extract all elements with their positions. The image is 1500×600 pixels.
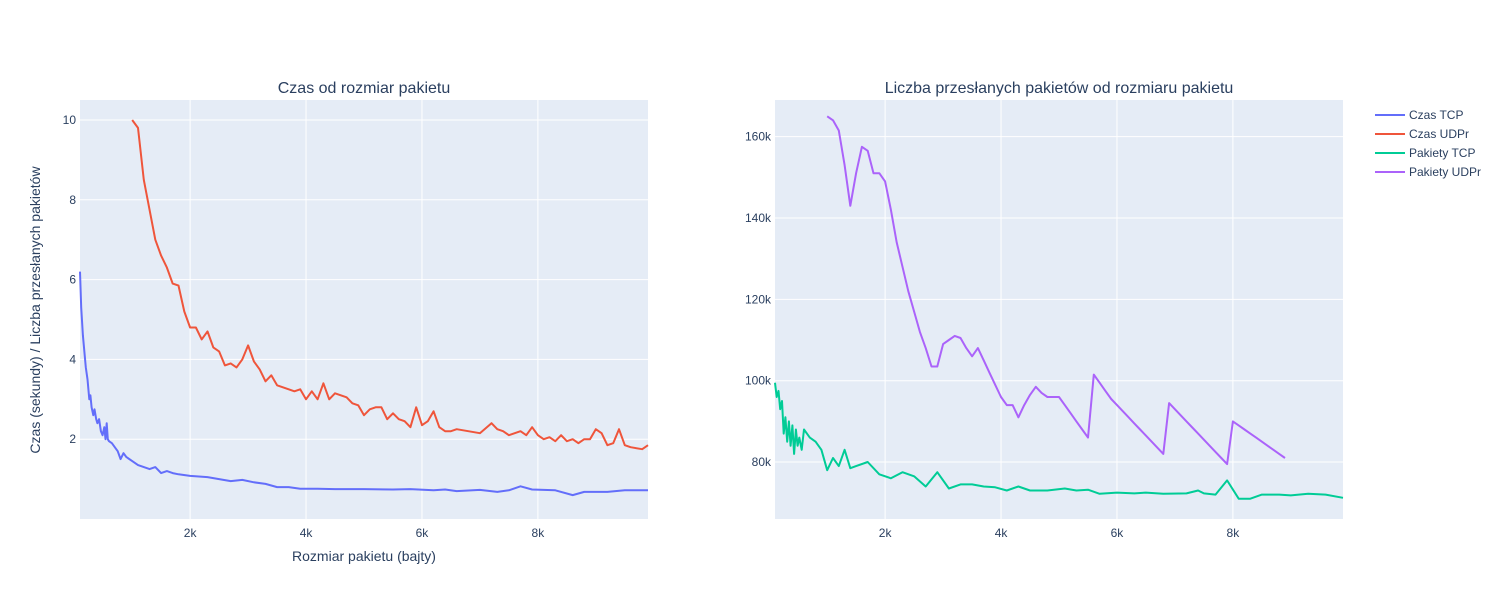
- series-left: [79, 119, 649, 497]
- gridlines-right: [775, 100, 1343, 519]
- series-line-pakiety-tcp[interactable]: [774, 382, 1344, 500]
- y-tick-label: 2: [69, 432, 76, 446]
- x-tick-label: 6k: [1111, 526, 1125, 540]
- x-tick-label: 4k: [300, 526, 314, 540]
- legend-label: Pakiety UDPr: [1409, 165, 1481, 179]
- y-tick-label: 8: [69, 193, 76, 207]
- y-tick-label: 80k: [752, 455, 772, 469]
- legend[interactable]: Czas TCP Czas UDPr Pakiety TCP Pakiety UDPr: [1375, 108, 1481, 179]
- series-line-pakiety-udpr[interactable]: [826, 115, 1286, 466]
- y-tick-label: 6: [69, 273, 76, 287]
- legend-item-czas-udpr[interactable]: Czas UDPr: [1375, 127, 1469, 141]
- x-tick-label: 2k: [879, 526, 893, 540]
- y-tick-label: 160k: [745, 130, 772, 144]
- series-line-czas-udpr[interactable]: [131, 119, 649, 451]
- chart-time-vs-packet-size: 2k 4k 6k 8k 2 4 6 8 10 Czas od rozmiar pakietu R…: [27, 80, 649, 564]
- y-tick-label: 100k: [745, 374, 772, 388]
- legend-item-pakiety-tcp[interactable]: Pakiety TCP: [1375, 146, 1475, 160]
- legend-label: Czas UDPr: [1409, 127, 1469, 141]
- series-right: [774, 115, 1344, 500]
- plot-area-left: [80, 100, 648, 519]
- x-tick-label: 6k: [416, 526, 430, 540]
- ticks-left: 2k 4k 6k 8k 2 4 6 8 10: [63, 113, 546, 540]
- legend-label: Czas TCP: [1409, 108, 1463, 122]
- ticks-right: 2k 4k 6k 8k 80k 100k 120k 140k 160k: [745, 130, 1240, 540]
- y-tick-label: 10: [63, 113, 77, 127]
- legend-label: Pakiety TCP: [1409, 146, 1475, 160]
- plot-area-right: [775, 100, 1343, 519]
- x-tick-label: 8k: [532, 526, 546, 540]
- y-axis-title-left: Czas (sekundy) / Liczba przesłanych paki…: [27, 166, 43, 454]
- y-tick-label: 4: [69, 352, 76, 366]
- y-tick-label: 120k: [745, 292, 772, 306]
- gridlines-left: [80, 100, 648, 519]
- series-line-czas-tcp[interactable]: [79, 271, 648, 497]
- y-tick-label: 140k: [745, 211, 772, 225]
- x-axis-title-left: Rozmiar pakietu (bajty): [292, 548, 436, 564]
- legend-item-pakiety-udpr[interactable]: Pakiety UDPr: [1375, 165, 1481, 179]
- chart-title-right: Liczba przesłanych pakietów od rozmiaru …: [885, 80, 1234, 97]
- x-tick-label: 2k: [184, 526, 198, 540]
- chart-packets-vs-packet-size: 2k 4k 6k 8k 80k 100k 120k 140k 160k Liczba przes…: [745, 80, 1344, 540]
- chart-title-left: Czas od rozmiar pakietu: [278, 80, 451, 97]
- legend-item-czas-tcp[interactable]: Czas TCP: [1375, 108, 1463, 122]
- x-tick-label: 8k: [1227, 526, 1241, 540]
- x-tick-label: 4k: [995, 526, 1009, 540]
